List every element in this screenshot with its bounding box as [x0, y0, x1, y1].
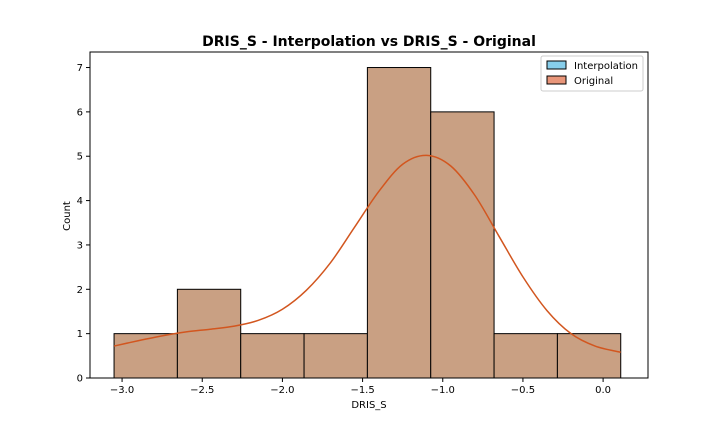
- histogram-bar-8: [556, 333, 622, 379]
- y-axis-label: Count: [62, 201, 73, 231]
- y-tick-label: 4: [77, 196, 83, 207]
- x-tick-label: −3.0: [110, 385, 134, 396]
- histogram-bar-6: [430, 111, 495, 379]
- histogram-bar-7: [493, 333, 558, 379]
- x-tick-label: 0.0: [595, 385, 611, 396]
- x-tick-label: −1.0: [431, 385, 455, 396]
- x-tick-label: −0.5: [511, 385, 535, 396]
- histogram-bar-2: [176, 288, 242, 379]
- y-ticks: 0 1 2 3 4 5 6 7: [77, 63, 90, 385]
- x-tick-label: −2.0: [270, 385, 294, 396]
- histogram-bars: [113, 67, 622, 379]
- y-tick-label: 5: [77, 152, 83, 163]
- histogram-bar-4: [303, 333, 368, 379]
- kde-curve-group: [113, 154, 621, 354]
- axes: [89, 51, 649, 379]
- plot-frame: [89, 51, 649, 379]
- y-tick-label: 3: [77, 240, 83, 251]
- legend-label-interpolation: Interpolation: [574, 61, 638, 72]
- x-tick-label: −1.5: [350, 385, 374, 396]
- x-ticks: −3.0 −2.5 −2.0 −1.5 −1.0 −0.5 0.0: [110, 378, 611, 396]
- legend-swatch-interpolation: [546, 60, 567, 70]
- legend: Interpolation Original: [540, 55, 644, 92]
- legend-swatch-original: [546, 75, 567, 85]
- y-tick-label: 2: [77, 285, 83, 296]
- histogram-bar-5: [366, 67, 432, 379]
- y-tick-label: 1: [77, 329, 83, 340]
- y-tick-label: 0: [77, 374, 83, 385]
- x-axis-label: DRIS_S: [351, 400, 386, 411]
- legend-label-original: Original: [574, 76, 613, 87]
- histogram-bar-1: [113, 333, 178, 379]
- x-tick-label: −2.5: [190, 385, 214, 396]
- y-tick-label: 7: [77, 63, 83, 74]
- y-tick-label: 6: [77, 107, 83, 118]
- kde-curve: [113, 154, 621, 354]
- histogram-bar-3: [240, 333, 305, 379]
- chart-title: DRIS_S - Interpolation vs DRIS_S - Origi…: [202, 34, 536, 50]
